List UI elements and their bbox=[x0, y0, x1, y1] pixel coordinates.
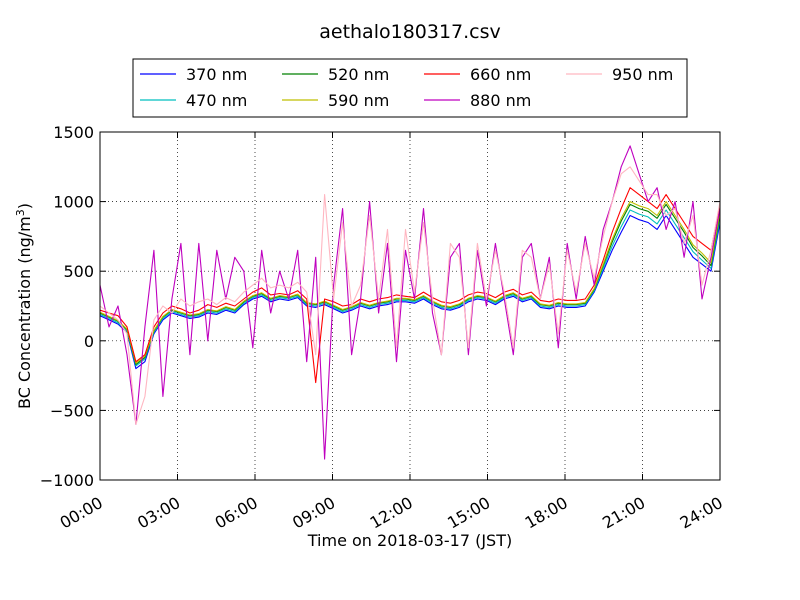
legend-label: 590 nm bbox=[328, 91, 389, 110]
legend-label: 470 nm bbox=[186, 91, 247, 110]
y-axis-label-end: ) bbox=[15, 203, 34, 209]
y-axis-label-main: BC Concentration (ng/m bbox=[15, 216, 34, 409]
y-tick-label: 0 bbox=[84, 332, 94, 351]
series-line-590-nm bbox=[99, 201, 721, 364]
x-axis-label: Time on 2018-03-17 (JST) bbox=[307, 531, 512, 550]
series-line-880-nm bbox=[99, 145, 721, 460]
series-line-370-nm bbox=[99, 214, 721, 370]
legend-label: 880 nm bbox=[470, 91, 531, 110]
series-line-520-nm bbox=[99, 203, 721, 366]
series-layer bbox=[99, 145, 721, 460]
legend-label: 660 nm bbox=[470, 65, 531, 84]
y-tick-label: 500 bbox=[63, 262, 94, 281]
y-tick-label: −500 bbox=[50, 401, 94, 420]
y-tick-label: −1000 bbox=[40, 471, 94, 490]
legend-label: 370 nm bbox=[186, 65, 247, 84]
grid-layer bbox=[100, 132, 720, 480]
y-tick-label: 1000 bbox=[53, 193, 94, 212]
legend-label: 950 nm bbox=[612, 65, 673, 84]
series-line-950-nm bbox=[99, 166, 721, 425]
series-line-660-nm bbox=[99, 187, 721, 384]
y-axis-label: BC Concentration (ng/m3) bbox=[14, 203, 34, 409]
y-tick-label: 1500 bbox=[53, 123, 94, 142]
legend: 370 nm 470 nm 520 nm 590 nm 660 nm 880 nm 950 … bbox=[132, 58, 688, 118]
legend-box bbox=[132, 58, 688, 118]
y-axis-label-sup: 3 bbox=[14, 209, 27, 216]
series-line-470-nm bbox=[99, 209, 721, 367]
chart-title: aethalo180317.csv bbox=[319, 21, 501, 43]
legend-label: 520 nm bbox=[328, 65, 389, 84]
